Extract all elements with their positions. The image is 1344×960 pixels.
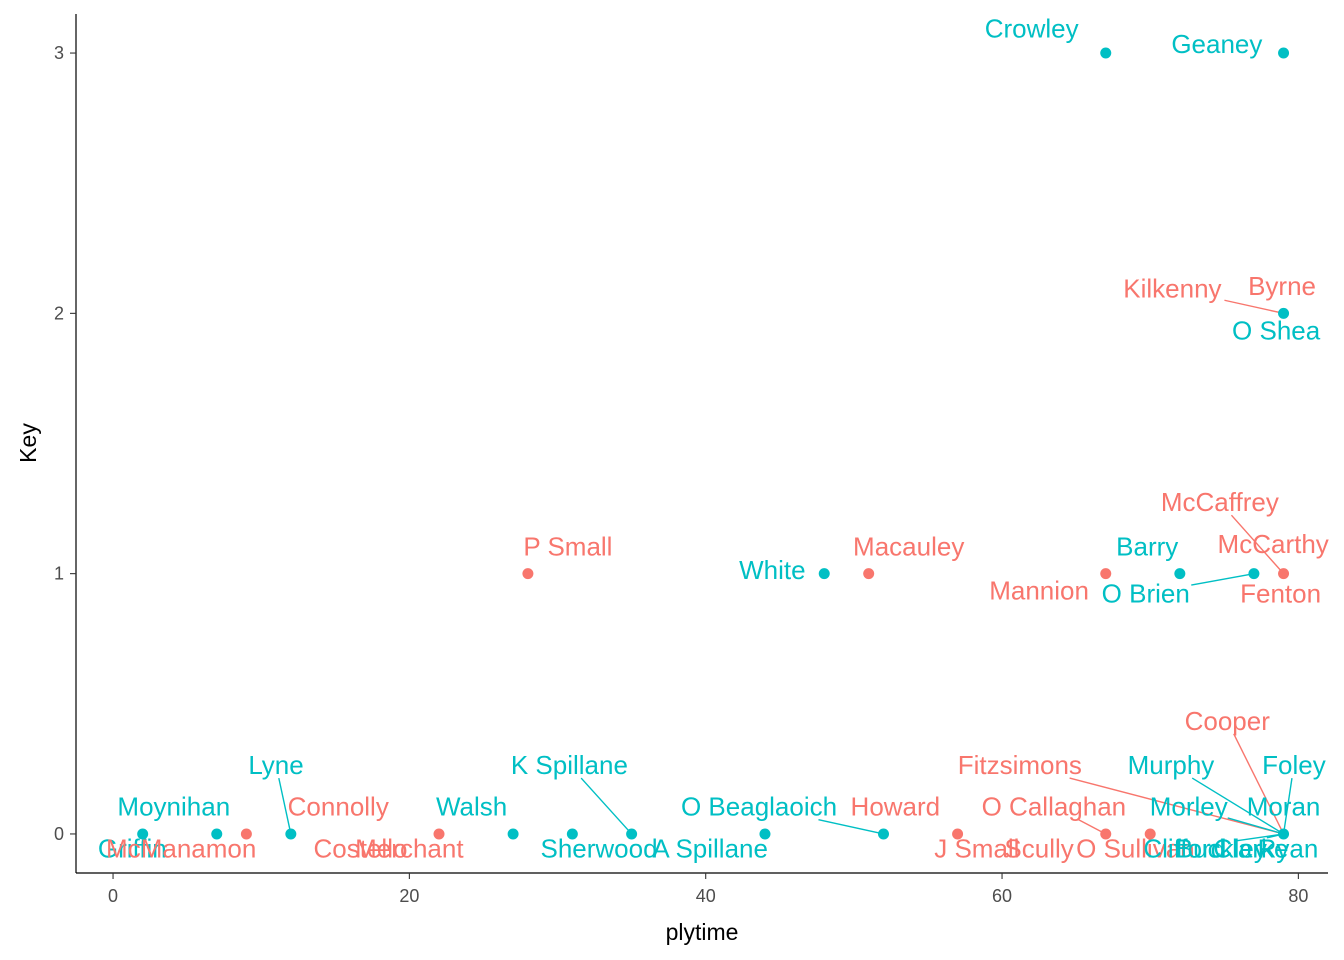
point-label: O Shea [1232,315,1321,345]
label-connector [1282,777,1293,835]
data-point [626,828,638,840]
point-label: Mannion [989,576,1089,606]
data-points [137,47,1290,840]
y-tick-label: 2 [54,303,64,323]
label-connector [1227,817,1284,835]
data-point [522,568,534,580]
x-axis-ticks: 0 20 40 60 80 [108,873,1308,906]
label-connector [278,777,292,835]
point-label: Barry [1116,531,1178,561]
point-label: McCaffrey [1161,487,1279,517]
point-label: O Callaghan [982,792,1127,822]
point-label: Foley [1262,750,1326,780]
label-connector [1191,777,1284,835]
point-label: McManamon [106,833,256,863]
point-label: Macauley [853,531,964,561]
point-label: Costello [314,833,408,863]
point-label: Scully [1004,833,1073,863]
point-label: Fitzsimons [958,750,1082,780]
point-label: McCarthy [1218,529,1329,559]
point-label: Byrne [1248,271,1316,301]
data-point [507,828,519,840]
point-label: White [739,555,805,585]
data-point [1278,568,1290,580]
point-label: K Spillane [511,750,628,780]
label-connector [1069,777,1284,835]
data-point [1100,568,1112,580]
point-label: J Small [934,833,1019,863]
data-point [240,828,252,840]
data-point [285,828,297,840]
point-label: Buckley [1176,833,1267,863]
point-label: Clarke [1213,833,1288,863]
data-point [1100,47,1112,59]
label-connector [580,777,633,835]
data-point [952,828,964,840]
y-tick-label: 0 [54,824,64,844]
point-label: Geaney [1171,29,1262,59]
point-label: A Spillane [652,833,768,863]
point-label: Murphy [1128,750,1215,780]
data-point [818,568,830,580]
data-point [433,828,445,840]
point-label: Moynihan [117,792,230,822]
x-tick-label: 80 [1288,886,1308,906]
label-connector [1224,299,1284,315]
x-axis-title: plytime [666,919,739,945]
y-axis-ticks: 0 1 2 3 [54,43,76,844]
x-tick-label: 20 [399,886,419,906]
point-label: Clifford [1143,833,1225,863]
point-label: Kilkenny [1123,274,1221,304]
y-axis-title: Key [15,423,41,463]
label-connector [1233,733,1285,835]
point-label: Sherwood [540,833,657,863]
data-point [1144,828,1156,840]
data-point [566,828,578,840]
data-point [759,828,771,840]
data-point [1174,568,1186,580]
data-point [863,568,875,580]
point-labels: Crowley Geaney Kilkenny Byrne O Shea McCaffre… [98,13,1329,863]
label-connector [818,819,884,835]
data-point [1278,307,1290,319]
x-tick-label: 40 [696,886,716,906]
y-tick-label: 3 [54,43,64,63]
data-point [1278,47,1290,59]
data-point [137,828,149,840]
point-label: Merchant [355,833,464,863]
point-label: Morley [1150,792,1228,822]
y-tick-label: 1 [54,564,64,584]
point-label: Connolly [288,792,389,822]
point-label: O Brien [1102,578,1190,608]
point-label: Ryan [1258,833,1319,863]
point-label: Moran [1247,792,1321,822]
point-label: Crowley [985,13,1079,43]
point-label: Griffin [98,833,167,863]
label-connector [1191,572,1255,586]
point-label: O Beaglaoich [681,792,837,822]
point-label: P Small [523,531,612,561]
data-point [1248,568,1260,580]
data-point [1100,828,1112,840]
label-connector [1230,514,1285,575]
x-tick-label: 0 [108,886,118,906]
point-label: Howard [851,792,941,822]
point-label: Cooper [1185,706,1271,736]
point-label: Walsh [436,792,507,822]
data-point [878,828,890,840]
point-label: O Sullivan [1076,833,1195,863]
data-point [211,828,223,840]
data-point [1278,828,1290,840]
x-tick-label: 60 [992,886,1012,906]
point-label: Lyne [248,750,303,780]
point-label: Fenton [1240,578,1321,608]
